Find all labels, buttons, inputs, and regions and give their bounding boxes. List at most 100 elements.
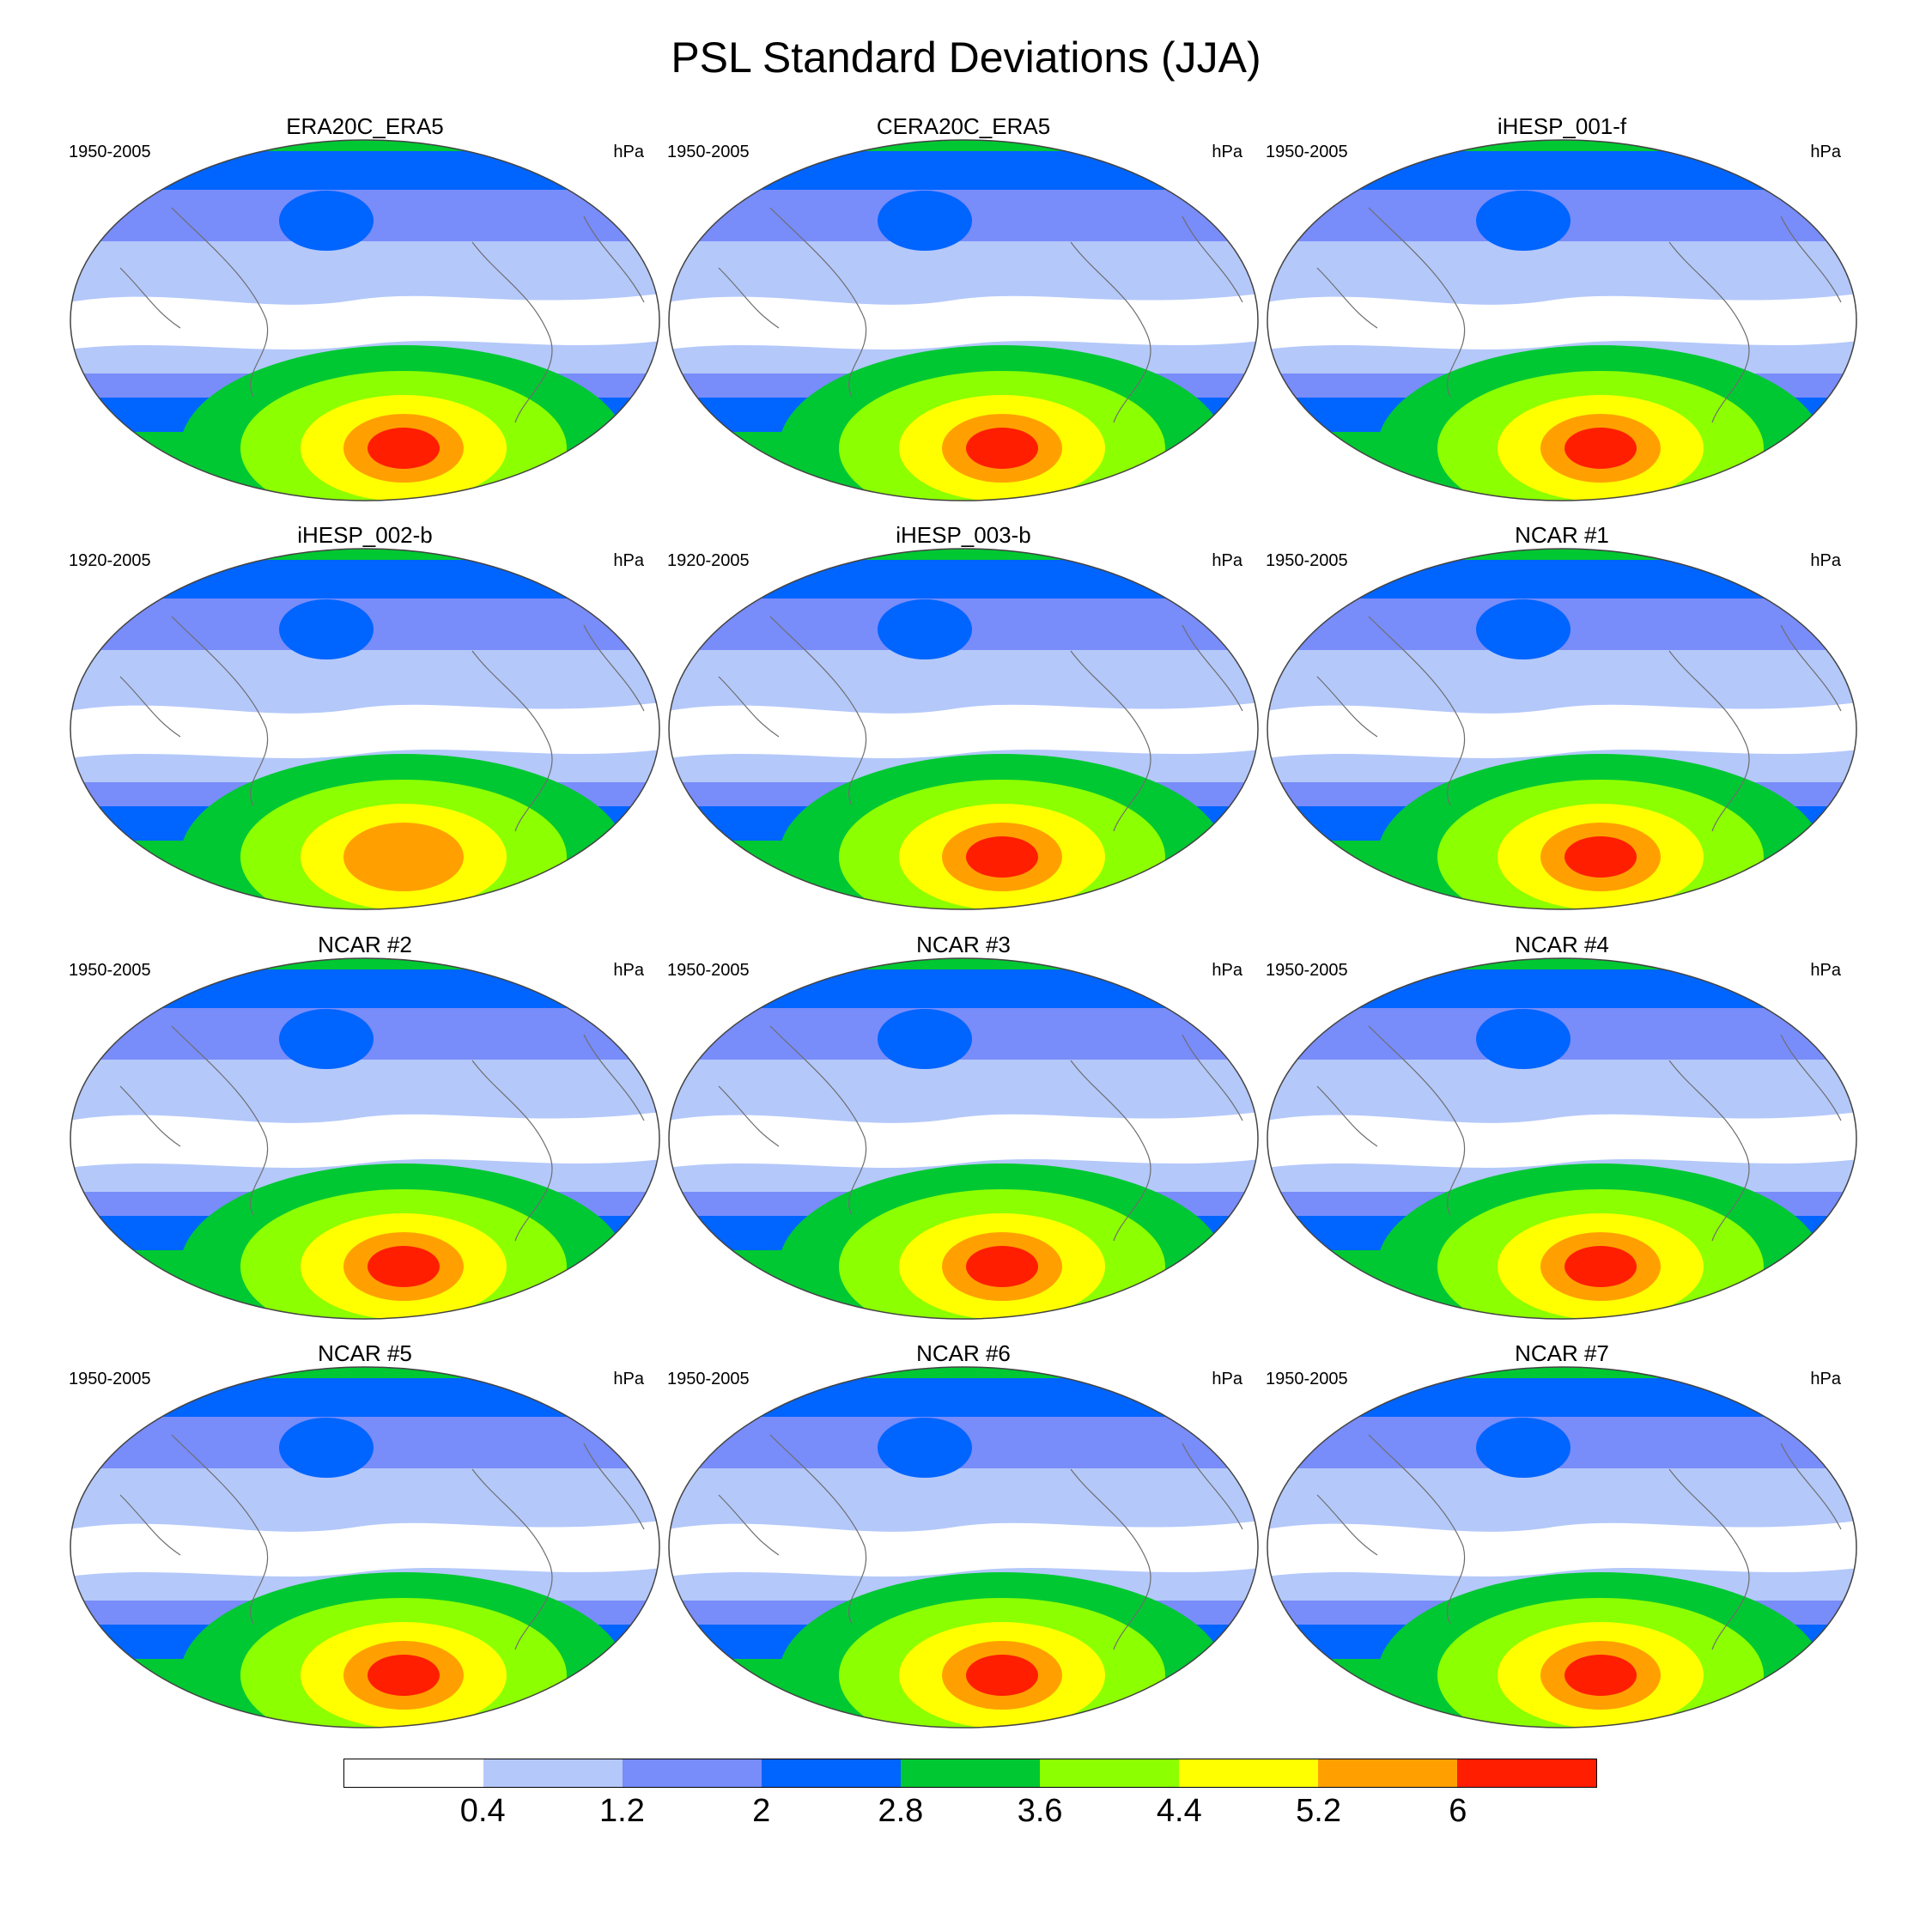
contour-fill-layer <box>669 1367 1258 1728</box>
colorbar-tick-label: 3.6 <box>1017 1793 1063 1829</box>
colorbar-tick-label: 2.8 <box>878 1793 924 1829</box>
contour-band <box>669 1468 1258 1520</box>
contour-band <box>669 958 1258 969</box>
colorbar-tick-label: 5.2 <box>1296 1793 1341 1829</box>
panel-period: 1950-2005 <box>69 1370 151 1388</box>
contour-band <box>966 836 1038 878</box>
contour-band <box>669 702 1258 758</box>
contour-band <box>1267 1367 1856 1378</box>
panel-period: 1950-2005 <box>667 143 750 161</box>
colorbar-swatch <box>1179 1759 1318 1787</box>
contour-band <box>70 294 659 349</box>
contour-band <box>1267 958 1856 969</box>
panel-title: NCAR #7 <box>1515 1340 1609 1366</box>
contour-fill-layer <box>1267 1367 1856 1728</box>
contour-fill-layer <box>70 1367 659 1728</box>
colorbar-swatch <box>483 1759 623 1787</box>
contour-band <box>669 1060 1258 1111</box>
coastline <box>1316 616 1842 832</box>
contour-band <box>70 1521 659 1577</box>
contour-band <box>70 650 659 702</box>
map-outline <box>70 957 660 1320</box>
colorbar-tick-label: 2 <box>752 1793 771 1829</box>
contour-band <box>878 1418 972 1478</box>
contour-band <box>878 1009 972 1069</box>
panel-title: iHESP_003-b <box>896 522 1031 548</box>
map-outline <box>668 548 1259 910</box>
contour-band <box>70 140 659 151</box>
panel-period: 1950-2005 <box>1266 143 1348 161</box>
contour-band <box>70 1378 659 1417</box>
contour-band <box>1267 241 1856 293</box>
colorbar-swatch <box>344 1759 483 1787</box>
map-panel: CERA20C_ERA5 1950-2005 hPa <box>667 113 1260 501</box>
contour-band <box>70 151 659 190</box>
contour-fill-layer <box>70 140 659 501</box>
contour-fill-layer <box>669 140 1258 501</box>
contour-fill-layer <box>669 958 1258 1319</box>
contour-band <box>1584 843 1625 867</box>
sea-level-pressure-map <box>1267 139 1857 501</box>
contour-band <box>387 434 428 459</box>
panel-units: hPa <box>1810 143 1841 161</box>
contour-band <box>1476 1009 1571 1069</box>
sea-level-pressure-map <box>668 139 1259 501</box>
panel-period: 1950-2005 <box>667 961 750 980</box>
panel-units: hPa <box>1212 1370 1242 1388</box>
contour-band <box>387 1253 428 1277</box>
contour-band <box>70 969 659 1008</box>
panel-title: iHESP_002-b <box>297 522 433 548</box>
colorbar-tick-label: 4.4 <box>1156 1793 1202 1829</box>
contour-band <box>70 1367 659 1378</box>
contour-band <box>669 969 1258 1008</box>
colorbar-swatch <box>762 1759 901 1787</box>
map-outline <box>668 1366 1259 1728</box>
map-outline <box>1267 548 1857 910</box>
contour-band <box>669 1112 1258 1168</box>
panel-period: 1950-2005 <box>667 1370 750 1388</box>
contour-band <box>1267 1378 1856 1417</box>
contour-band <box>669 241 1258 293</box>
map-outline <box>668 139 1259 501</box>
contour-band <box>279 1009 374 1069</box>
panel-units: hPa <box>1212 143 1242 161</box>
contour-band <box>279 191 374 251</box>
contour-band <box>986 1253 1027 1277</box>
panel-units: hPa <box>613 961 644 980</box>
contour-band <box>279 599 374 659</box>
panel-title: NCAR #2 <box>318 932 412 957</box>
panel-title: ERA20C_ERA5 <box>286 113 444 139</box>
panel-period: 1920-2005 <box>69 551 151 570</box>
sea-level-pressure-map <box>70 139 660 501</box>
colorbar-swatch <box>1040 1759 1179 1787</box>
contour-band <box>669 549 1258 560</box>
panel-title: NCAR #4 <box>1515 932 1609 957</box>
contour-band <box>669 560 1258 598</box>
coastline <box>718 1025 1243 1242</box>
contour-band <box>669 1367 1258 1378</box>
panel-units: hPa <box>613 551 644 570</box>
sea-level-pressure-map <box>668 957 1259 1320</box>
map-outline <box>1267 1366 1857 1728</box>
contour-band <box>1267 549 1856 560</box>
map-panel: NCAR #1 1950-2005 hPa <box>1266 522 1858 910</box>
map-outline <box>1267 957 1857 1320</box>
contour-band <box>986 434 1027 459</box>
panel-units: hPa <box>1212 551 1242 570</box>
map-panel: NCAR #7 1950-2005 hPa <box>1266 1340 1858 1728</box>
contour-band <box>1267 151 1856 190</box>
contour-band <box>70 241 659 293</box>
contour-band <box>70 702 659 758</box>
contour-band <box>70 549 659 560</box>
coastline <box>1316 207 1842 423</box>
panel-title: NCAR #6 <box>916 1340 1011 1366</box>
contour-band <box>878 599 972 659</box>
coastline <box>718 616 1243 832</box>
sea-level-pressure-map <box>1267 957 1857 1320</box>
panel-units: hPa <box>613 1370 644 1388</box>
contour-band <box>70 560 659 598</box>
contour-band <box>669 151 1258 190</box>
contour-band <box>279 1418 374 1478</box>
contour-band <box>1267 969 1856 1008</box>
contour-band <box>70 958 659 969</box>
